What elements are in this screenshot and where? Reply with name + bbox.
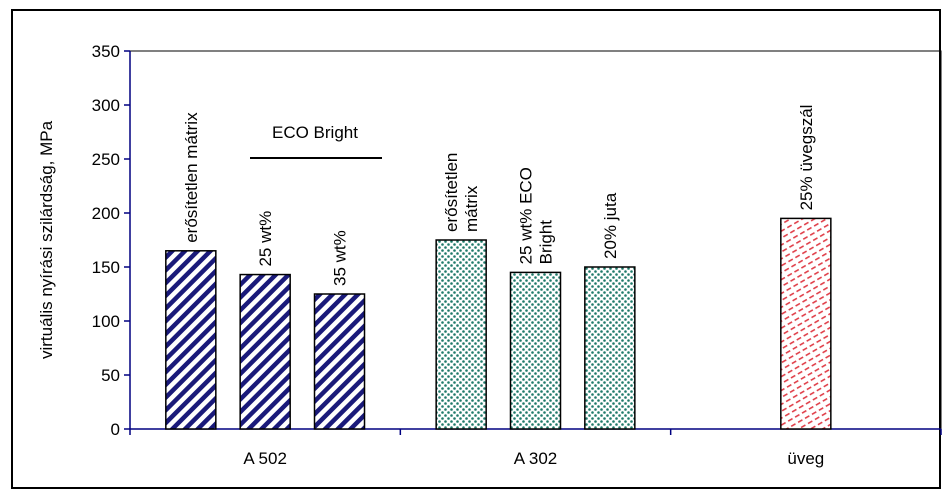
eco-bright-annotation: ECO Bright [250, 123, 382, 159]
bar-label: 25% üvegszál [797, 105, 816, 211]
y-tick-label: 300 [92, 96, 120, 115]
bar-label: erősítetlen mátrix [182, 112, 201, 243]
bar [780, 217, 832, 430]
bar-label: mátrix [462, 185, 481, 232]
x-category-label: üveg [787, 449, 824, 468]
y-tick-label: 100 [92, 312, 120, 331]
bar-label: 25 wt% [256, 211, 275, 267]
y-tick-label: 350 [92, 42, 120, 61]
bar [165, 250, 217, 430]
bar-label: 25 wt% ECO [517, 167, 536, 264]
bar [239, 273, 291, 430]
x-category-label: A 302 [514, 449, 558, 468]
bar [435, 239, 487, 430]
y-tick-label: 0 [111, 420, 120, 439]
bar-labels-layer: erősítetlen mátrix 25 wt% 35 wt% erősítetle… [182, 105, 816, 286]
bar-label: erősítetlen [442, 153, 461, 232]
bar [584, 266, 636, 430]
bar [509, 271, 562, 430]
bar-label: 20% juta [601, 192, 620, 259]
x-category-label: A 502 [243, 449, 287, 468]
y-tick-label: 250 [92, 150, 120, 169]
y-tick-label: 150 [92, 258, 120, 277]
bar [313, 293, 366, 430]
bar-label: Bright [537, 220, 556, 265]
y-tick-label: 50 [101, 366, 120, 385]
bar-label: 35 wt% [331, 230, 350, 286]
y-tick-label: 200 [92, 204, 120, 223]
bars-layer [165, 217, 832, 430]
y-axis-title: virtuális nyírási szilárdság, MPa [37, 120, 56, 359]
eco-bright-label: ECO Bright [272, 123, 358, 142]
y-axis: 0 50 100 150 200 250 300 350 [92, 42, 131, 439]
